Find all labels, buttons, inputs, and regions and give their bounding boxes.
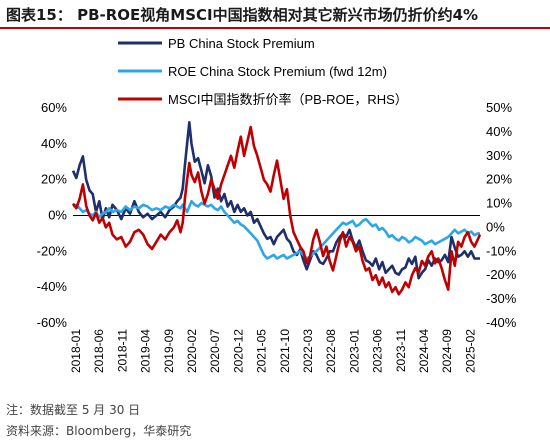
x-tick-label: 2020-07: [208, 329, 222, 373]
axes: -60% -40% -20% 0% 20% 40% 60% -40% -30% -20% -10% 0…: [37, 100, 517, 373]
title-rule: [0, 27, 550, 29]
series-line-2: [72, 199, 480, 260]
legend-label-3: MSCI中国指数折价率（PB-ROE，RHS）: [168, 92, 408, 107]
y-right-tick-label: 20%: [486, 172, 512, 187]
y-right-tick-label: 30%: [486, 148, 512, 163]
x-tick-label: 2018-01: [69, 329, 83, 373]
x-tick-label: 2023-06: [371, 329, 385, 373]
y-right-tick-label: 0%: [486, 219, 505, 234]
x-tick-label: 2022-03: [301, 329, 315, 373]
y-left-tick-label: -60%: [37, 315, 68, 330]
x-tick-label: 2022-08: [324, 329, 338, 373]
source-text: 资料来源：Bloomberg，华泰研究: [6, 424, 192, 438]
x-tick-label: 2021-05: [255, 329, 269, 373]
y-left-tick-label: 20%: [41, 172, 67, 187]
legend-label-1: PB China Stock Premium: [168, 36, 315, 51]
legend: PB China Stock Premium ROE China Stock Pr…: [118, 36, 408, 107]
x-tick-label: 2019-09: [162, 329, 176, 373]
series-line-1: [71, 121, 480, 280]
note-text: 注：数据截至 5 月 30 日: [6, 403, 141, 417]
x-tick-label: 2020-02: [185, 329, 199, 373]
x-tick-label: 2024-04: [417, 329, 431, 373]
y-right-tick-label: 50%: [486, 100, 512, 115]
y-left-tick-label: 40%: [41, 136, 67, 151]
x-tick-label: 2023-01: [347, 329, 361, 373]
y-left-tick-label: -20%: [37, 243, 68, 258]
y-right-tick-label: -20%: [486, 267, 517, 282]
x-tick-label: 2023-11: [394, 329, 408, 372]
y-right-tick-label: -10%: [486, 243, 517, 258]
figure-title: 图表15： PB-ROE视角MSCI中国指数相对其它新兴市场仍折价约4%: [6, 6, 479, 24]
y-right-tick-label: 10%: [486, 196, 512, 211]
y-left-tick-label: 0%: [48, 208, 67, 223]
y-left-tick-label: -40%: [37, 279, 68, 294]
legend-label-2: ROE China Stock Premium (fwd 12m): [168, 64, 387, 79]
series-line-3: [71, 125, 482, 296]
x-tick-label: 2018-11: [115, 329, 129, 372]
chart: -60% -40% -20% 0% 20% 40% 60% -40% -30% -20% -10% 0…: [37, 36, 517, 373]
x-tick-label: 2025-02: [463, 329, 477, 373]
x-tick-label: 2020-12: [231, 329, 245, 373]
y-right-tick-label: -40%: [486, 315, 517, 330]
x-tick-label: 2018-06: [92, 329, 106, 373]
y-left-tick-label: 60%: [41, 100, 67, 115]
x-tick-label: 2021-10: [278, 329, 292, 373]
series-lines: [71, 121, 482, 296]
x-tick-label: 2024-09: [440, 329, 454, 373]
x-tick-label: 2019-04: [139, 329, 153, 373]
y-right-tick-label: 40%: [486, 124, 512, 139]
y-right-tick-label: -30%: [486, 291, 517, 306]
